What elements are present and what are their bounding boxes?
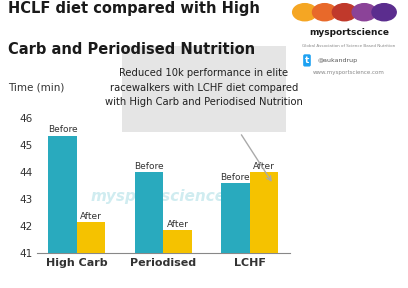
- Text: Before: Before: [48, 125, 77, 134]
- Text: www.mysportscience.com: www.mysportscience.com: [313, 70, 385, 75]
- Text: t: t: [305, 56, 309, 65]
- Bar: [221, 183, 250, 288]
- Text: mysportscience: mysportscience: [309, 28, 389, 37]
- FancyBboxPatch shape: [116, 43, 292, 136]
- Text: After: After: [253, 162, 275, 171]
- Text: @aukandrup: @aukandrup: [318, 58, 358, 63]
- Text: Global Association of Science Based Nutrition: Global Association of Science Based Nutr…: [302, 44, 395, 48]
- Text: Before: Before: [134, 162, 164, 171]
- Text: After: After: [166, 220, 188, 229]
- Text: After: After: [80, 212, 102, 221]
- Text: Carb and Periodised Nutrition: Carb and Periodised Nutrition: [8, 42, 255, 57]
- Text: Reduced 10k performance in elite
racewalkers with LCHF diet compared
with High C: Reduced 10k performance in elite racewal…: [105, 68, 303, 107]
- Bar: [135, 172, 163, 288]
- Circle shape: [293, 4, 317, 21]
- Circle shape: [313, 4, 337, 21]
- Bar: [250, 172, 278, 288]
- Text: Before: Before: [221, 173, 250, 182]
- Text: Time (min): Time (min): [8, 82, 64, 92]
- Bar: [48, 136, 77, 288]
- Text: mysportscience: mysportscience: [91, 189, 226, 204]
- Circle shape: [333, 4, 357, 21]
- Circle shape: [352, 4, 376, 21]
- Text: HCLF diet compared with High: HCLF diet compared with High: [8, 1, 260, 16]
- Bar: [77, 222, 105, 288]
- Bar: [163, 230, 192, 288]
- Circle shape: [372, 4, 396, 21]
